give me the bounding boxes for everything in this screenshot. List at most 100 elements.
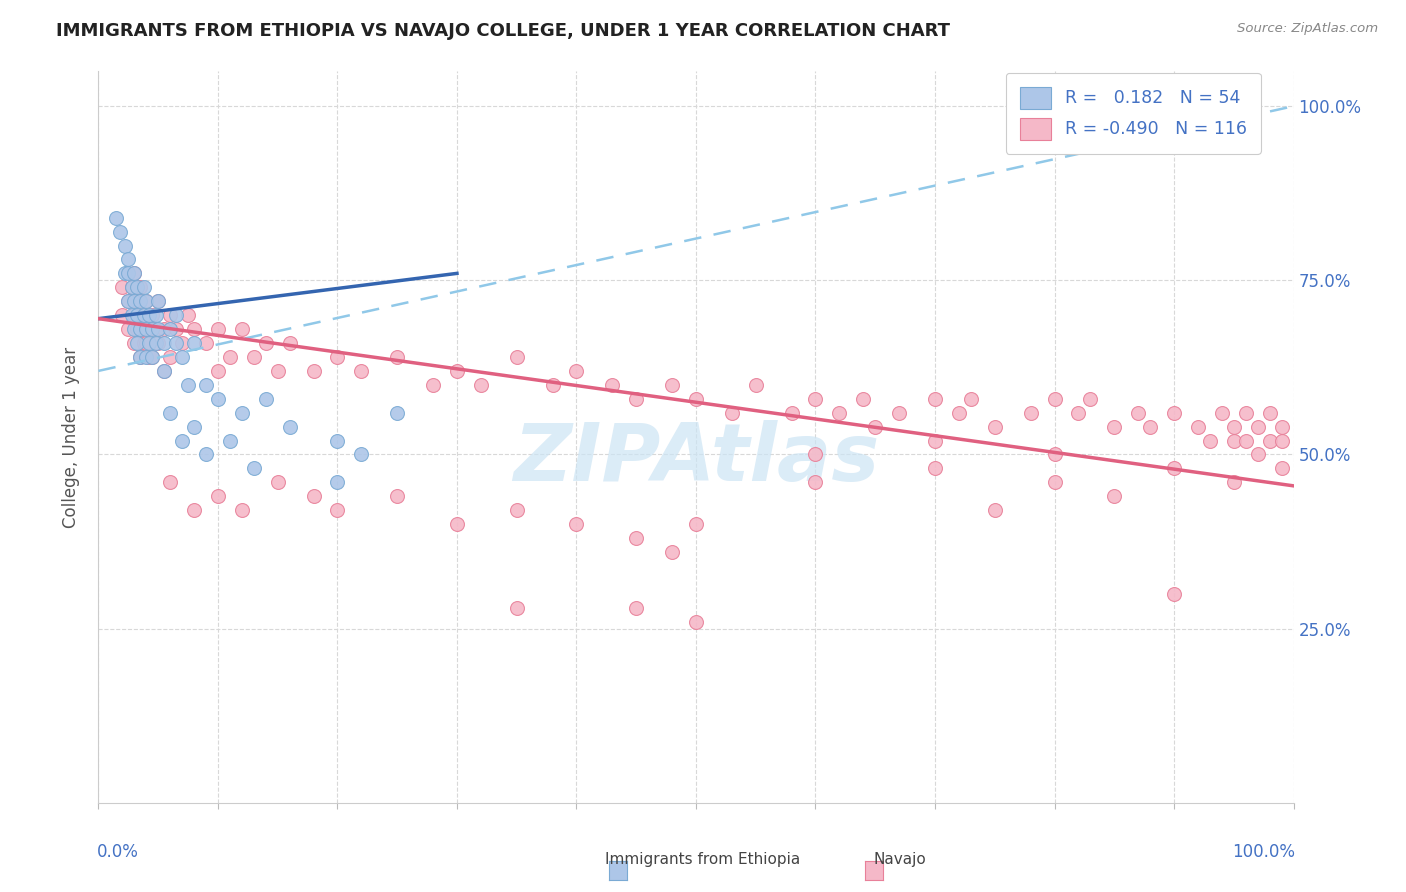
Point [1019, 406, 1042, 420]
Point [172, 434, 194, 448]
Point [117, 322, 139, 336]
Point [565, 517, 588, 532]
Point [506, 350, 529, 364]
Point [326, 503, 349, 517]
Point [121, 280, 143, 294]
Point [124, 266, 146, 280]
Point [326, 434, 349, 448]
Point [506, 503, 529, 517]
Point [1246, 419, 1268, 434]
Point [159, 322, 181, 336]
Point [159, 406, 181, 420]
Point [108, 225, 131, 239]
Point [685, 392, 707, 406]
Point [1067, 406, 1090, 420]
Point [1163, 406, 1185, 420]
Point [243, 461, 266, 475]
Point [145, 336, 167, 351]
Point [117, 294, 139, 309]
Point [129, 294, 152, 309]
Point [124, 294, 146, 309]
Point [194, 377, 218, 392]
Point [863, 419, 887, 434]
Point [1258, 406, 1281, 420]
Point [141, 350, 163, 364]
Text: 100.0%: 100.0% [1232, 843, 1295, 861]
Point [1271, 461, 1294, 475]
Point [129, 322, 152, 336]
Point [165, 336, 187, 351]
Point [278, 419, 301, 434]
Point [1102, 419, 1125, 434]
Point [125, 322, 148, 336]
Point [1234, 434, 1257, 448]
Point [138, 322, 160, 336]
Point [124, 336, 146, 351]
Point [1043, 475, 1066, 490]
Point [254, 392, 277, 406]
Point [1128, 406, 1150, 420]
Point [135, 294, 157, 309]
Point [1043, 448, 1066, 462]
Point [121, 280, 143, 294]
Point [117, 252, 139, 267]
Text: Navajo: Navajo [873, 852, 927, 867]
Point [153, 336, 176, 351]
Point [924, 392, 946, 406]
Point [804, 392, 827, 406]
Point [124, 308, 146, 322]
Point [231, 503, 253, 517]
Point [959, 392, 981, 406]
Point [138, 350, 160, 364]
Point [177, 377, 200, 392]
Point [326, 350, 349, 364]
Point [165, 308, 187, 322]
Point [117, 266, 139, 280]
Point [626, 392, 648, 406]
Point [254, 336, 277, 351]
Text: Source: ZipAtlas.com: Source: ZipAtlas.com [1237, 22, 1378, 36]
Point [125, 294, 148, 309]
Point [132, 336, 155, 351]
Point [267, 475, 290, 490]
Point [145, 322, 167, 336]
Point [129, 322, 152, 336]
Point [129, 350, 152, 364]
Point [129, 280, 152, 294]
Point [172, 336, 194, 351]
Point [1102, 489, 1125, 503]
Point [159, 350, 181, 364]
Point [1043, 392, 1066, 406]
Point [135, 350, 157, 364]
Point [207, 322, 229, 336]
Point [889, 406, 911, 420]
Point [984, 503, 1007, 517]
Point [302, 489, 325, 503]
Point [506, 600, 529, 615]
Point [138, 308, 160, 322]
Point [117, 294, 139, 309]
Point [745, 377, 768, 392]
Point [626, 600, 648, 615]
Point [1211, 406, 1233, 420]
Point [1187, 419, 1209, 434]
Point [243, 350, 266, 364]
Point [1222, 419, 1246, 434]
Point [124, 266, 146, 280]
Point [135, 336, 157, 351]
Point [385, 350, 409, 364]
Point [721, 406, 744, 420]
Point [132, 308, 155, 322]
Point [165, 322, 187, 336]
Point [302, 364, 325, 378]
Point [194, 448, 218, 462]
Point [124, 322, 146, 336]
Point [148, 322, 170, 336]
Point [219, 350, 242, 364]
Point [385, 406, 409, 420]
Point [148, 294, 170, 309]
Point [685, 615, 707, 629]
Text: Immigrants from Ethiopia: Immigrants from Ethiopia [606, 852, 800, 867]
Point [207, 364, 229, 378]
Point [159, 308, 181, 322]
